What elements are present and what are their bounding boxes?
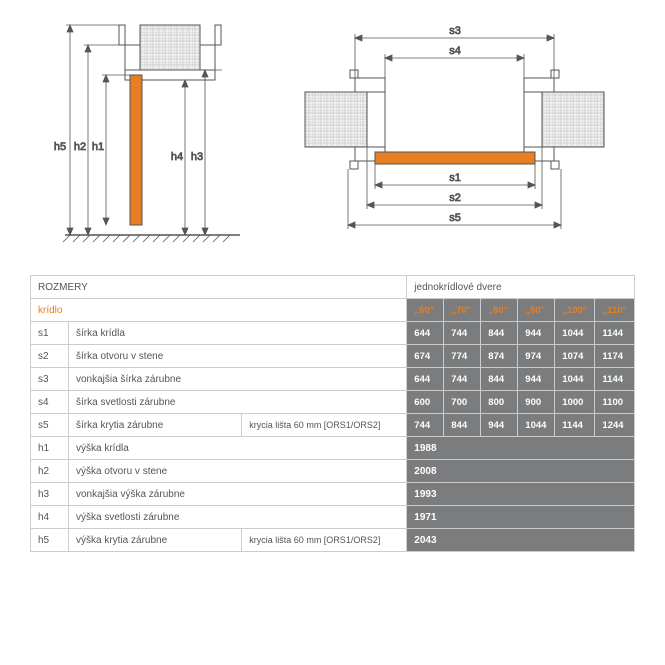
dim-value: 800	[481, 391, 518, 414]
dim-desc: vonkajšia šírka zárubne	[69, 368, 407, 391]
size-90: „90"	[518, 299, 555, 322]
svg-text:s2: s2	[449, 192, 461, 204]
dim-value: 1000	[555, 391, 595, 414]
dim-value: 1100	[595, 391, 635, 414]
dim-value: 1988	[407, 437, 635, 460]
dim-value: 600	[407, 391, 444, 414]
dim-value: 1144	[555, 414, 595, 437]
kridlo-label: krídlo	[31, 299, 407, 322]
dim-value: 644	[407, 368, 444, 391]
dim-value: 674	[407, 345, 444, 368]
size-110: „110"	[595, 299, 635, 322]
svg-text:s5: s5	[449, 212, 461, 224]
dim-desc: výška svetlosti zárubne	[69, 506, 407, 529]
dim-subdesc: krycia lišta 60 mm [ORS1/ORS2]	[242, 529, 407, 552]
size-70: „70"	[444, 299, 481, 322]
dim-desc: výška otvoru v stene	[69, 460, 407, 483]
dim-value: 944	[518, 368, 555, 391]
header-type: jednokrídlové dvere	[407, 276, 635, 299]
dim-desc: šírka krytia zárubne	[69, 414, 242, 437]
dim-value: 1044	[518, 414, 555, 437]
dim-value: 1971	[407, 506, 635, 529]
dim-value: 700	[444, 391, 481, 414]
table-row: s3vonkajšia šírka zárubne644744844944104…	[31, 368, 635, 391]
dim-value: 900	[518, 391, 555, 414]
table-row: s1šírka krídla64474484494410441144	[31, 322, 635, 345]
table-row: h1výška krídla1988	[31, 437, 635, 460]
svg-text:h3: h3	[191, 151, 203, 163]
dim-desc: šírka otvoru v stene	[69, 345, 407, 368]
dim-desc: šírka svetlosti zárubne	[69, 391, 407, 414]
dim-value: 1144	[595, 368, 635, 391]
dim-code: s3	[31, 368, 69, 391]
dim-value: 2043	[407, 529, 635, 552]
dim-value: 874	[481, 345, 518, 368]
dim-code: s4	[31, 391, 69, 414]
dim-value: 1244	[595, 414, 635, 437]
dim-value: 844	[444, 414, 481, 437]
dim-value: 944	[518, 322, 555, 345]
table-row: h4výška svetlosti zárubne1971	[31, 506, 635, 529]
dim-code: h5	[31, 529, 69, 552]
dim-code: s1	[31, 322, 69, 345]
dim-code: s5	[31, 414, 69, 437]
dim-code: h2	[31, 460, 69, 483]
svg-text:h2: h2	[74, 141, 86, 153]
dim-desc: vonkajšia výška zárubne	[69, 483, 407, 506]
dim-value: 744	[444, 368, 481, 391]
dim-value: 844	[481, 368, 518, 391]
svg-text:h4: h4	[171, 151, 183, 163]
header-rozmery: ROZMERY	[31, 276, 407, 299]
dim-subdesc: krycia lišta 60 mm [ORS1/ORS2]	[242, 414, 407, 437]
dim-value: 744	[444, 322, 481, 345]
dim-value: 1044	[555, 322, 595, 345]
dim-value: 2008	[407, 460, 635, 483]
dim-code: h4	[31, 506, 69, 529]
dim-value: 774	[444, 345, 481, 368]
table-row: s5šírka krytia zárubnekrycia lišta 60 mm…	[31, 414, 635, 437]
side-elevation-diagram: h5 h2 h1 h4 h3	[30, 20, 250, 250]
svg-text:h5: h5	[54, 141, 66, 153]
svg-text:s3: s3	[449, 25, 461, 37]
table-row: s2šírka otvoru v stene674774874974107411…	[31, 345, 635, 368]
dim-value: 744	[407, 414, 444, 437]
dim-value: 1074	[555, 345, 595, 368]
table-row: h3vonkajšia výška zárubne1993	[31, 483, 635, 506]
dim-value: 974	[518, 345, 555, 368]
dim-value: 1174	[595, 345, 635, 368]
dim-value: 844	[481, 322, 518, 345]
size-100: „100"	[555, 299, 595, 322]
svg-text:s1: s1	[449, 172, 461, 184]
dim-desc: šírka krídla	[69, 322, 407, 345]
dim-value: 944	[481, 414, 518, 437]
dim-value: 1144	[595, 322, 635, 345]
dim-code: s2	[31, 345, 69, 368]
dim-desc: výška krídla	[69, 437, 407, 460]
dim-code: h1	[31, 437, 69, 460]
table-row: h2výška otvoru v stene2008	[31, 460, 635, 483]
plan-section-diagram: s3 s4 s1 s2 s5	[300, 20, 610, 250]
dim-value: 644	[407, 322, 444, 345]
dim-desc: výška krytia zárubne	[69, 529, 242, 552]
dimensions-table: ROZMERY jednokrídlové dvere krídlo „60" …	[30, 275, 635, 552]
dim-value: 1993	[407, 483, 635, 506]
size-60: „60"	[407, 299, 444, 322]
table-row: s4šírka svetlosti zárubne600700800900100…	[31, 391, 635, 414]
svg-text:s4: s4	[449, 45, 461, 57]
svg-text:h1: h1	[92, 141, 104, 153]
dim-code: h3	[31, 483, 69, 506]
size-80: „80"	[481, 299, 518, 322]
table-row: h5výška krytia zárubnekrycia lišta 60 mm…	[31, 529, 635, 552]
dim-value: 1044	[555, 368, 595, 391]
